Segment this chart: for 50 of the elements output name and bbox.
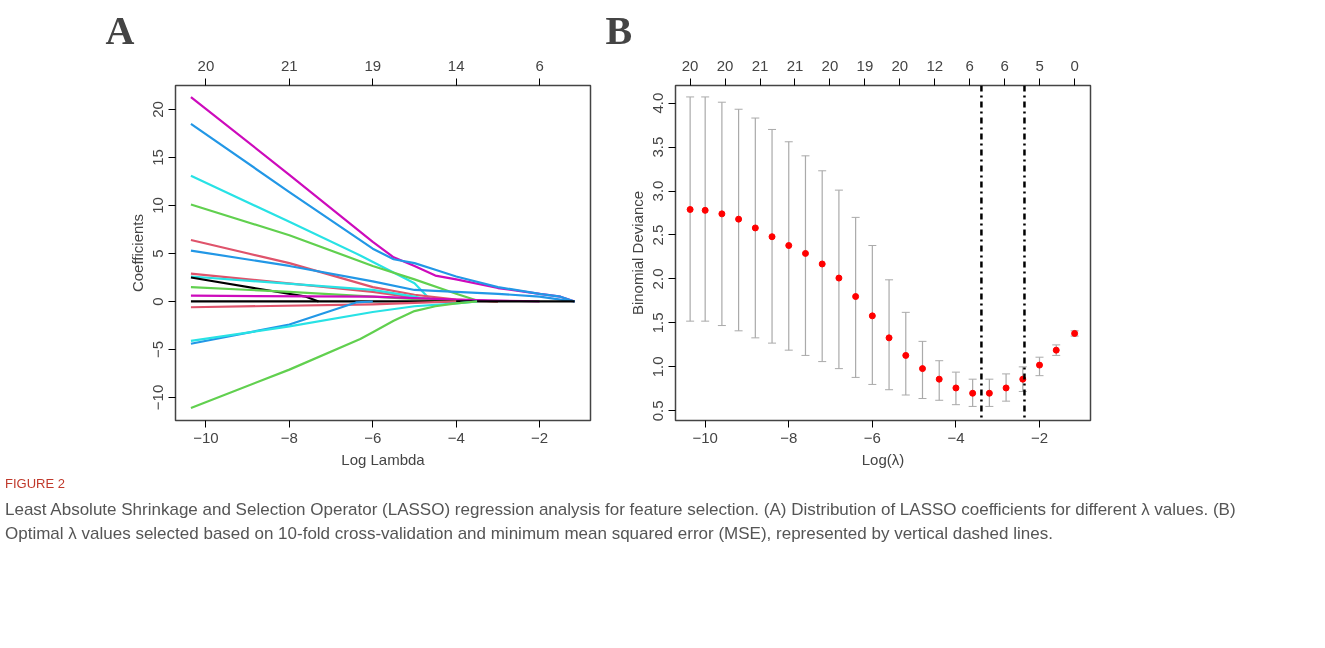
chart-title: B (605, 7, 633, 53)
x-axis-title: Log Lambda (341, 450, 426, 468)
y-tick-label: 5 (149, 249, 167, 258)
y-tick-label: 15 (149, 149, 167, 166)
text: 20 (821, 56, 839, 74)
y-tick-label: 0.5 (649, 400, 667, 422)
x-tick-label: −10 (193, 428, 219, 446)
x-tick-label: −2 (531, 428, 549, 446)
text: 20 (681, 56, 699, 74)
y-tick-label: −10 (149, 384, 167, 411)
chart-title: A (105, 7, 135, 53)
y-tick-label: 2.5 (649, 224, 667, 246)
text: 12 (926, 56, 944, 74)
x-tick-label: −6 (863, 428, 881, 446)
y-tick-label: 3.5 (649, 136, 667, 158)
text: 21 (751, 56, 769, 74)
y-tick-label: 3.0 (649, 180, 667, 202)
text: 21 (281, 56, 298, 74)
text: 19 (364, 56, 382, 74)
y-axis-title: Coefficients (128, 213, 146, 293)
x-tick-label: −6 (364, 428, 382, 446)
text: Least Absolute Shrinkage and Selection Operator (LASSO) regression analysis for feature selection. (A) Distribution of LASSO coefficients for different λ values. (B) Optimal λ values selected based on 10-fold cross-validation and minimum mean squared error (MSE), represented by vertical dashed lines. (5, 498, 1237, 546)
text: 20 (891, 56, 909, 74)
x-tick-label: −4 (447, 428, 465, 446)
x-axis-title: Log(λ) (861, 450, 905, 468)
y-tick-label: −5 (149, 340, 167, 359)
y-tick-label: 20 (149, 101, 167, 118)
x-tick-label: −4 (947, 428, 965, 446)
caption: FIGURE 2 (5, 475, 66, 493)
y-tick-label: 1.0 (649, 356, 667, 378)
text: 6 (1000, 56, 1009, 74)
text: 20 (197, 56, 215, 74)
x-tick-label: −2 (1030, 428, 1049, 446)
y-tick-label: 2.0 (649, 268, 667, 290)
x-tick-label: −10 (692, 428, 718, 446)
text: 20 (716, 56, 734, 74)
text: 6 (965, 56, 974, 74)
x-tick-label: −8 (780, 428, 798, 446)
y-tick-label: 1.5 (649, 312, 667, 334)
y-tick-label: 10 (149, 197, 167, 214)
text: 19 (856, 56, 874, 74)
x-tick-label: −8 (280, 428, 298, 446)
y-axis-title: Binomial Deviance (628, 190, 646, 316)
y-tick-label: 0 (149, 297, 167, 306)
text: 0 (1070, 56, 1079, 74)
text: 21 (786, 56, 804, 74)
text: 14 (447, 56, 465, 74)
text: 6 (535, 56, 544, 74)
y-tick-label: 4.0 (649, 92, 667, 114)
text: 5 (1035, 56, 1044, 74)
